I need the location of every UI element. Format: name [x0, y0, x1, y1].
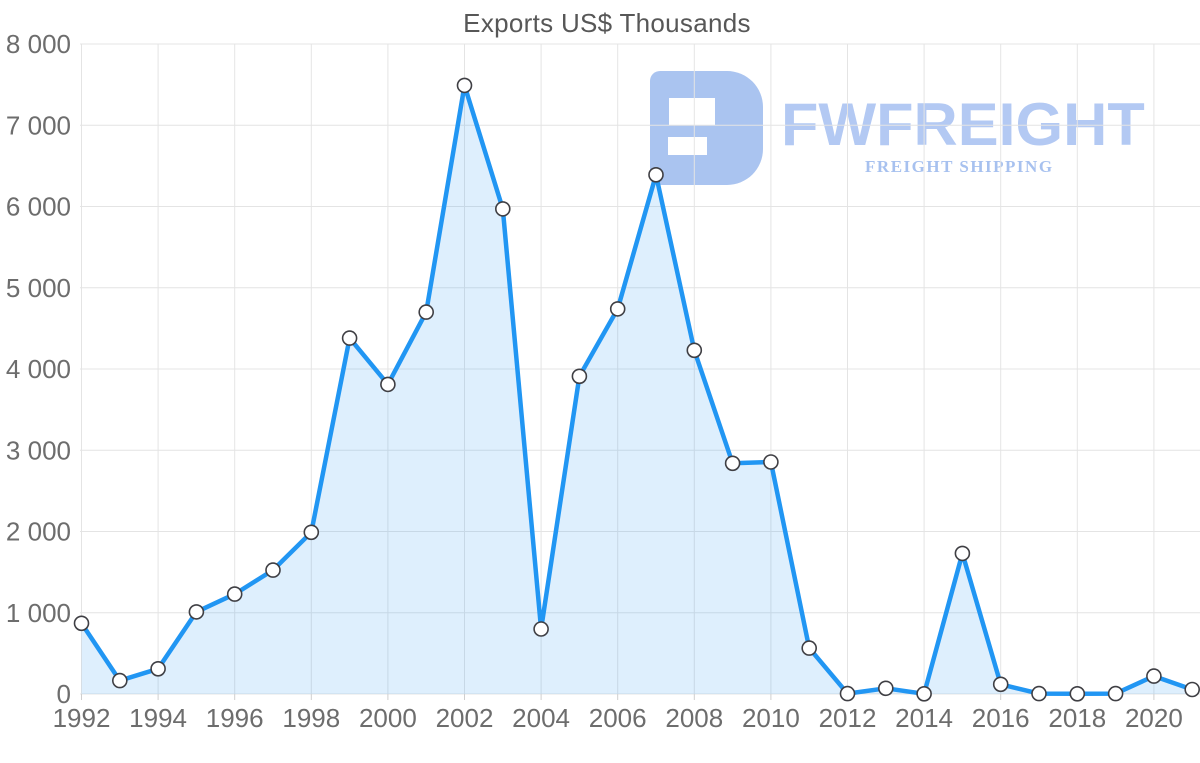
y-axis-label: 3 000 [6, 435, 71, 465]
data-point-2007[interactable] [648, 167, 664, 183]
x-axis-label: 1994 [129, 703, 187, 733]
chart-title: Exports US$ Thousands [463, 8, 751, 38]
watermark-text-block: FWFREIGHT FREIGHT SHIPPING [781, 71, 1145, 177]
fwfreight-logo-icon [650, 71, 763, 185]
x-axis-label: 2010 [742, 703, 800, 733]
y-axis-label: 1 000 [6, 598, 71, 628]
data-point-1998[interactable] [303, 524, 320, 541]
y-axis-label: 5 000 [6, 273, 71, 303]
data-point-2017[interactable] [1031, 685, 1047, 702]
data-point-2001[interactable] [418, 304, 435, 320]
watermark-tagline-text: FREIGHT SHIPPING [865, 157, 1054, 176]
data-point-2013[interactable] [877, 680, 894, 697]
data-point-1997[interactable] [265, 562, 281, 578]
x-axis-label: 2014 [895, 703, 953, 733]
data-point-2000[interactable] [380, 376, 396, 393]
x-axis-label: 2016 [972, 703, 1030, 733]
y-axis-label: 8 000 [6, 29, 71, 59]
data-point-2014[interactable] [916, 685, 932, 702]
data-point-2019[interactable] [1107, 685, 1124, 702]
logo-slot-decor [668, 137, 707, 155]
data-point-2008[interactable] [686, 342, 703, 359]
x-axis-label: 2004 [512, 703, 570, 733]
data-point-2003[interactable] [494, 201, 511, 217]
x-axis-label: 1992 [53, 703, 111, 733]
data-point-2012[interactable] [839, 685, 856, 702]
data-point-2015[interactable] [954, 545, 971, 562]
x-axis-label: 1998 [282, 703, 340, 733]
data-point-2021[interactable] [1184, 681, 1200, 698]
x-axis-label: 2006 [589, 703, 647, 733]
data-point-2011[interactable] [801, 640, 818, 656]
data-point-1992[interactable] [73, 615, 90, 632]
y-axis-label: 2 000 [6, 517, 71, 547]
logo-slot-decor [669, 98, 715, 125]
watermark-logo: FWFREIGHT FREIGHT SHIPPING [650, 71, 1145, 185]
data-point-1999[interactable] [341, 330, 358, 346]
watermark-brand-text: FWFREIGHT [781, 91, 1145, 158]
data-point-2006[interactable] [609, 301, 626, 317]
data-point-2009[interactable] [724, 455, 741, 472]
series-area-fill [81, 85, 1193, 694]
y-axis-label: 7 000 [6, 110, 71, 140]
data-point-1996[interactable] [226, 586, 243, 602]
x-axis-label: 2018 [1048, 703, 1106, 733]
data-point-2004[interactable] [533, 621, 549, 637]
data-point-1995[interactable] [188, 604, 205, 620]
data-point-2005[interactable] [571, 368, 588, 385]
data-point-2010[interactable] [763, 454, 779, 470]
x-axis-label: 2008 [665, 703, 723, 733]
data-point-2002[interactable] [456, 77, 473, 94]
y-axis-label: 6 000 [6, 192, 71, 222]
x-axis-label: 1996 [206, 703, 264, 733]
x-axis-label: 2002 [436, 703, 494, 733]
x-axis-label: 2000 [359, 703, 417, 733]
data-point-2016[interactable] [992, 676, 1009, 693]
y-axis-label: 0 [57, 679, 71, 709]
data-point-2020[interactable] [1146, 668, 1162, 684]
y-axis-label: 4 000 [6, 354, 71, 384]
x-axis-label: 2020 [1125, 703, 1183, 733]
data-point-1993[interactable] [112, 672, 128, 689]
data-point-2018[interactable] [1069, 685, 1086, 702]
x-axis-label: 2012 [819, 703, 877, 733]
data-point-1994[interactable] [150, 660, 166, 677]
